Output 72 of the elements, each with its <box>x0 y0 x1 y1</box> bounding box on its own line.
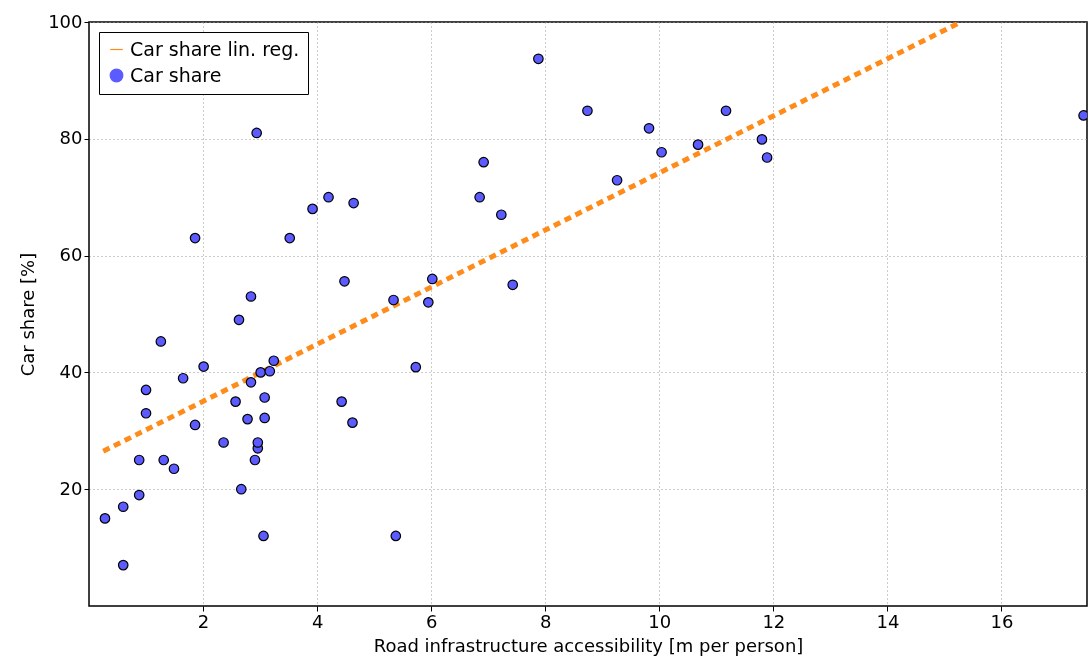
point <box>348 197 359 209</box>
point <box>177 372 189 384</box>
point <box>133 454 145 466</box>
point <box>761 152 773 163</box>
point <box>388 294 399 306</box>
point <box>323 191 334 203</box>
point <box>230 396 241 407</box>
x-tick-label: 2 <box>197 610 210 632</box>
point <box>235 483 247 495</box>
point <box>117 559 129 571</box>
point <box>255 367 266 378</box>
y-tick-label: 100 <box>48 10 83 32</box>
point <box>347 417 358 428</box>
x-tick-label: 14 <box>876 610 900 632</box>
point <box>656 146 667 158</box>
point <box>474 191 485 203</box>
point <box>307 203 318 215</box>
point <box>168 463 180 475</box>
point <box>249 454 261 466</box>
point <box>495 209 507 221</box>
point <box>140 384 152 396</box>
point <box>189 419 201 431</box>
point <box>218 437 229 448</box>
point <box>258 530 269 542</box>
point <box>756 134 768 145</box>
point <box>259 412 270 424</box>
x-tick-label: 10 <box>648 610 672 632</box>
point <box>611 174 623 186</box>
point <box>117 501 129 513</box>
point <box>339 275 350 287</box>
point <box>155 336 167 347</box>
x-tick-label: 8 <box>540 610 552 632</box>
point <box>245 291 257 302</box>
point <box>198 361 209 372</box>
x-tick-label: 6 <box>425 610 438 632</box>
y-tick-label: 20 <box>59 477 83 499</box>
point <box>264 365 276 377</box>
y-axis-title: Car share [%] <box>17 252 39 377</box>
point <box>140 407 152 419</box>
x-tick-label: 4 <box>311 610 324 632</box>
point <box>582 105 593 117</box>
y-tick-label: 40 <box>59 360 83 382</box>
point <box>251 127 263 139</box>
point <box>422 296 434 308</box>
point <box>643 122 655 134</box>
point <box>478 156 489 168</box>
point <box>410 361 422 373</box>
y-tick-label: 60 <box>59 244 83 266</box>
point <box>189 232 201 244</box>
y-tick-label: 80 <box>59 127 83 149</box>
point <box>507 279 519 291</box>
point <box>99 513 111 524</box>
x-tick-label: 12 <box>762 610 786 632</box>
legend-label: Car share lin. reg. <box>130 37 300 60</box>
point <box>242 413 253 425</box>
point <box>533 53 544 65</box>
point <box>259 392 270 403</box>
legend-label: Car share <box>130 63 222 86</box>
point <box>252 437 264 448</box>
x-tick-label: 16 <box>990 610 1014 632</box>
point <box>720 105 732 117</box>
point <box>692 139 704 150</box>
point <box>133 489 145 501</box>
point <box>336 396 347 407</box>
x-axis-title: Road infrastructure accessibility [m per person] <box>373 634 804 656</box>
point <box>158 454 170 466</box>
point <box>268 355 280 367</box>
point <box>390 530 402 542</box>
point <box>426 273 438 285</box>
point <box>245 376 257 388</box>
point <box>233 314 245 326</box>
point <box>284 232 296 244</box>
